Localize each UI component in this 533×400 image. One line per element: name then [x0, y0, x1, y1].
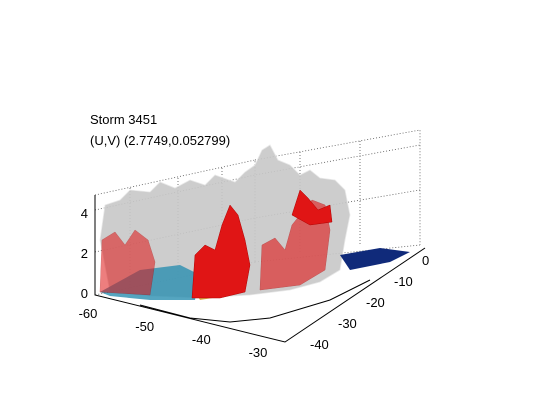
- y-tick-label: -20: [366, 295, 385, 310]
- axes: [94, 195, 426, 343]
- y-tick-label: 0: [422, 253, 429, 268]
- x-tick-label: -40: [192, 332, 211, 347]
- title-line: Storm 3451: [90, 112, 157, 127]
- z-tick-label: 0: [81, 286, 88, 301]
- title-line: (U,V) (2.7749,0.052799): [90, 133, 230, 148]
- x-tick-label: -50: [135, 319, 154, 334]
- z-tick-label: 4: [81, 206, 88, 221]
- x-tick-label: -30: [249, 345, 268, 360]
- red-isosurface: [99, 189, 333, 299]
- floor-slice-dark: [340, 248, 410, 270]
- x-tick-label: -60: [79, 306, 98, 321]
- z-tick-label: 2: [81, 246, 88, 261]
- ticks: 0 2 4 -60 -50 -40 -30 0 -10 -20 -30 -40: [79, 206, 430, 360]
- y-tick-label: -10: [394, 274, 413, 289]
- y-tick-label: -40: [310, 337, 329, 352]
- y-tick-label: -30: [338, 316, 357, 331]
